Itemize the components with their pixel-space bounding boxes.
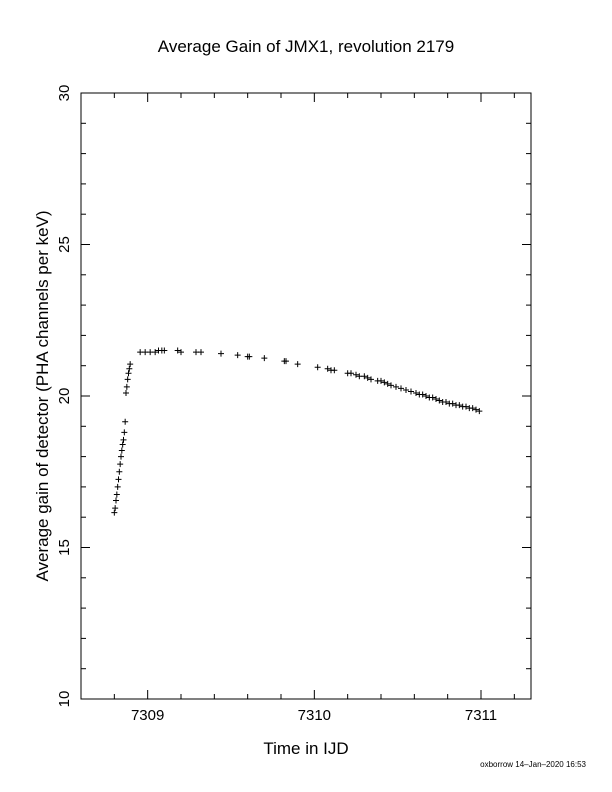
data-point bbox=[126, 365, 133, 372]
data-point bbox=[473, 406, 479, 413]
data-point bbox=[113, 491, 120, 498]
data-point bbox=[476, 408, 483, 415]
data-point bbox=[331, 367, 338, 374]
data-point bbox=[122, 418, 129, 425]
data-point bbox=[469, 405, 476, 412]
data-point bbox=[463, 403, 469, 410]
data-point bbox=[218, 350, 224, 357]
data-point bbox=[324, 365, 331, 372]
chart-title: Average Gain of JMX1, revolution 2179 bbox=[158, 37, 454, 56]
data-point bbox=[314, 364, 321, 371]
data-point bbox=[161, 347, 168, 354]
y-tick-label: 20 bbox=[56, 388, 73, 405]
data-point bbox=[118, 453, 124, 460]
y-axis-ticks bbox=[81, 92, 531, 700]
data-point bbox=[413, 389, 419, 396]
data-point bbox=[408, 388, 414, 395]
y-tick-label: 30 bbox=[56, 85, 73, 102]
data-point bbox=[174, 347, 181, 354]
data-point bbox=[112, 505, 119, 512]
data-point bbox=[393, 383, 399, 390]
data-point bbox=[381, 379, 388, 386]
data-point bbox=[348, 370, 354, 377]
data-point bbox=[119, 441, 126, 448]
data-point bbox=[178, 349, 184, 356]
data-point bbox=[115, 476, 122, 483]
data-point bbox=[117, 461, 124, 468]
data-point bbox=[198, 349, 204, 356]
data-point bbox=[283, 358, 289, 365]
data-point bbox=[388, 382, 394, 389]
x-axis-tick-labels: 7309 7310 7311 bbox=[131, 707, 497, 724]
data-point bbox=[234, 352, 241, 359]
x-tick-label: 7309 bbox=[131, 707, 164, 724]
data-point bbox=[123, 383, 130, 390]
data-point bbox=[294, 361, 301, 368]
x-axis-ticks bbox=[80, 93, 515, 699]
data-point bbox=[356, 373, 363, 380]
data-point bbox=[378, 377, 384, 384]
data-point bbox=[423, 393, 429, 399]
data-point bbox=[127, 361, 134, 368]
data-point bbox=[398, 385, 404, 392]
x-tick-label: 7310 bbox=[298, 707, 331, 724]
data-point bbox=[120, 436, 127, 443]
data-point bbox=[125, 370, 132, 377]
x-axis-label: Time in IJD bbox=[263, 739, 348, 758]
data-point bbox=[114, 483, 121, 490]
data-point bbox=[364, 374, 371, 381]
data-point bbox=[449, 400, 456, 407]
y-tick-label: 25 bbox=[56, 236, 73, 253]
data-point bbox=[118, 447, 125, 454]
data-point bbox=[436, 397, 443, 404]
y-axis-tick-labels: 10 15 20 25 30 bbox=[56, 85, 73, 708]
y-axis-label: Average gain of detector (PHA channels p… bbox=[33, 210, 52, 581]
data-point bbox=[113, 497, 119, 504]
plot-frame bbox=[80, 92, 532, 700]
y-tick-label: 15 bbox=[56, 539, 73, 556]
data-point bbox=[116, 468, 123, 475]
data-point bbox=[353, 371, 359, 378]
data-point bbox=[443, 399, 449, 406]
data-point bbox=[123, 389, 129, 396]
footer-credit: oxborrow 14–Jan–2020 16:53 bbox=[480, 760, 586, 769]
data-point bbox=[111, 509, 118, 516]
data-point bbox=[368, 376, 374, 383]
data-point bbox=[384, 380, 391, 387]
x-tick-label: 7311 bbox=[465, 707, 497, 724]
data-point bbox=[429, 394, 436, 401]
data-point bbox=[403, 386, 409, 393]
data-point bbox=[361, 373, 368, 380]
data-point bbox=[419, 391, 426, 398]
gain-data-points bbox=[111, 347, 483, 516]
data-point bbox=[246, 353, 253, 360]
data-point bbox=[124, 376, 131, 383]
data-point bbox=[261, 355, 268, 362]
data-point bbox=[456, 402, 463, 409]
data-point bbox=[433, 396, 439, 403]
data-point bbox=[152, 349, 159, 356]
y-tick-label: 10 bbox=[56, 691, 73, 708]
data-point bbox=[121, 429, 128, 436]
